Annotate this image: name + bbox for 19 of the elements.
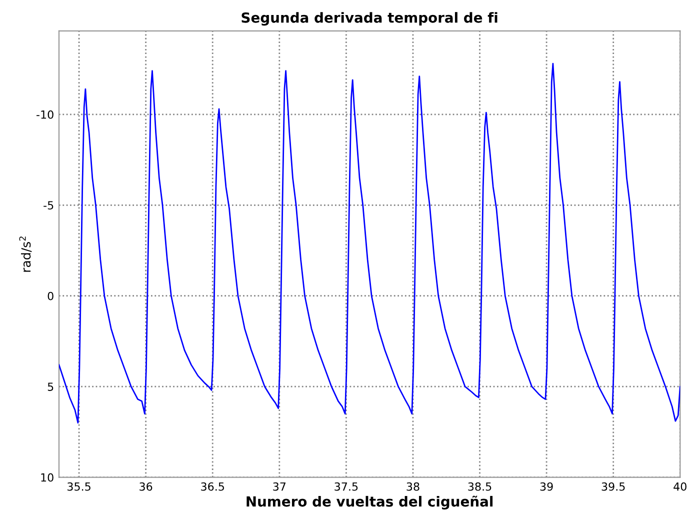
y-tick-label: 10 — [41, 473, 54, 482]
line-series — [58, 62, 680, 424]
x-tick-label: 36.5 — [201, 482, 224, 491]
x-tick-label: 35.5 — [68, 482, 90, 491]
x-tick-label: 38.5 — [468, 482, 492, 491]
x-tick-label: 38 — [406, 482, 420, 491]
y-tick-label: 5 — [48, 382, 54, 391]
x-tick-label: 37.5 — [334, 482, 358, 491]
y-axis-title: rad/s$^{2}$ — [19, 236, 32, 272]
chart-title: Segunda derivada temporal de fi — [242, 12, 498, 26]
x-tick-label: 37 — [273, 482, 286, 491]
x-tick-label: 39 — [540, 482, 553, 491]
y-tick-label: 0 — [48, 292, 54, 300]
y-tick-label: -5 — [44, 201, 54, 210]
x-tick-label: 39.5 — [602, 482, 625, 491]
x-tick-label: 40 — [674, 482, 686, 491]
x-axis-title: Numero de vueltas del cigueñal — [246, 496, 493, 510]
y-tick-label: -10 — [36, 110, 54, 119]
x-tick-label: 36 — [140, 482, 152, 491]
